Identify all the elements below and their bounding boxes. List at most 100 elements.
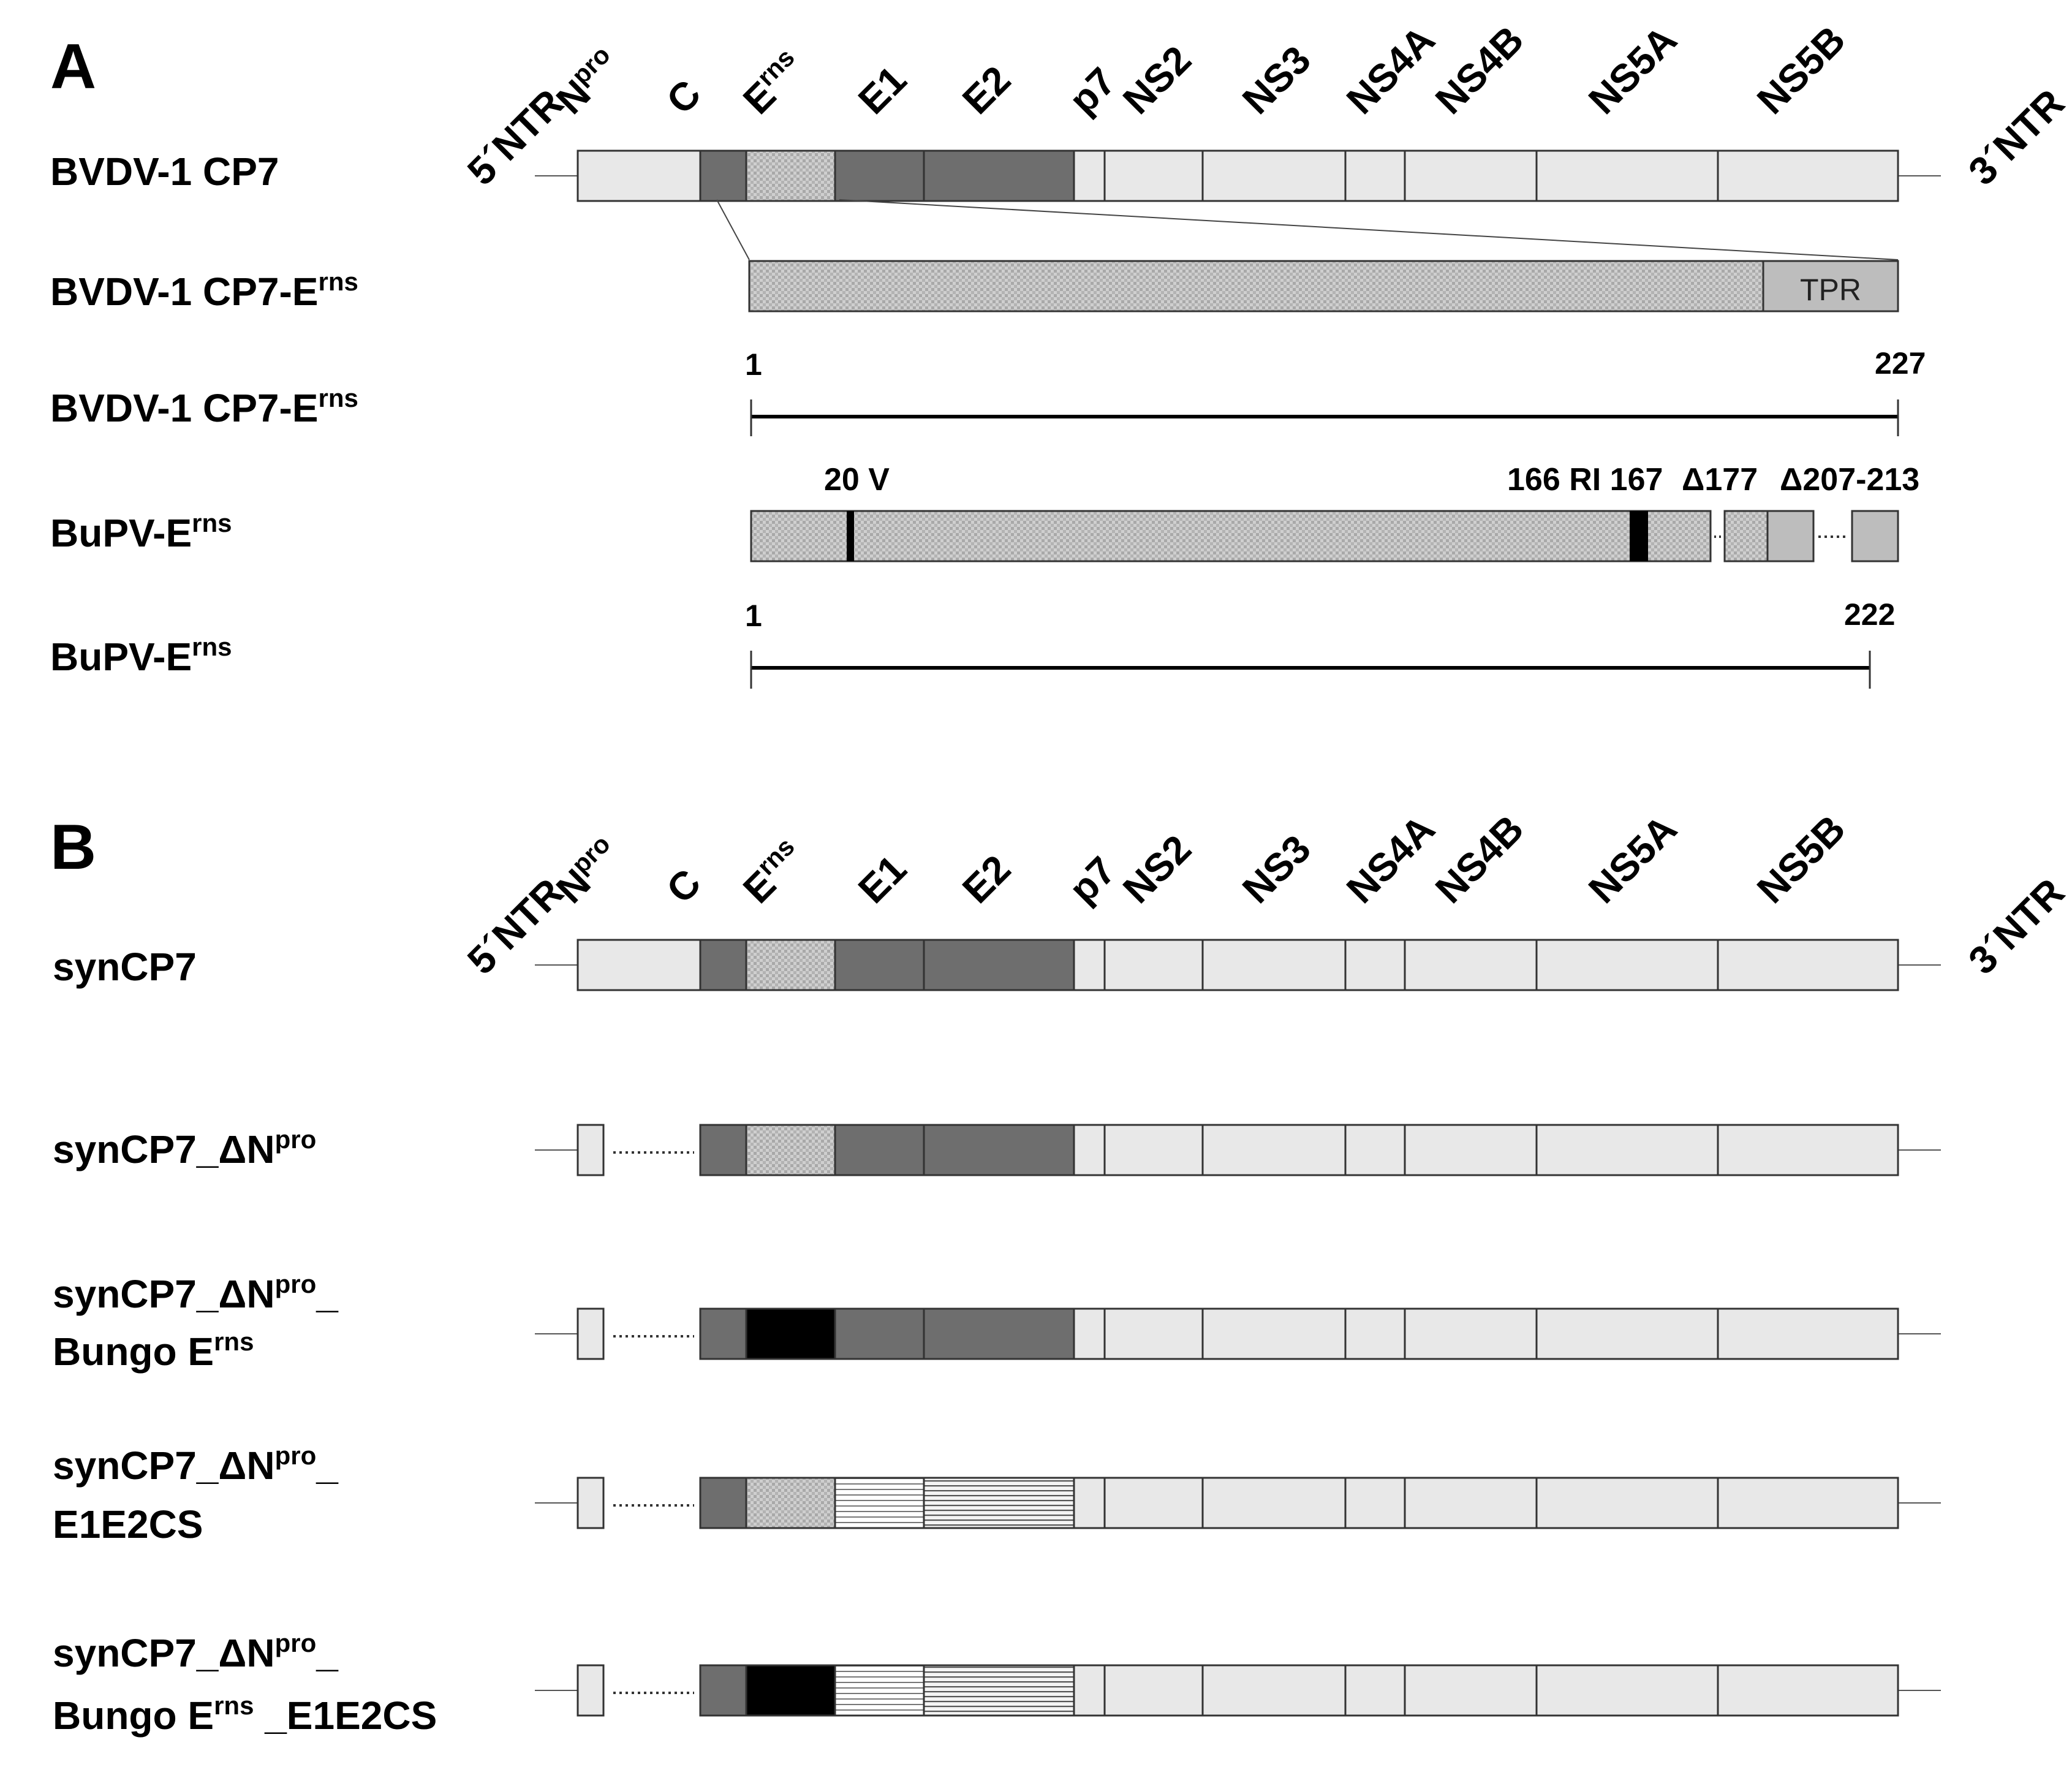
- ns4a-segment: [1344, 1477, 1406, 1529]
- npro-segment: [577, 939, 701, 991]
- gene-label-erns: Erns: [733, 43, 812, 123]
- ns5a-segment: [1535, 1477, 1719, 1529]
- ns4b-segment: [1404, 1307, 1538, 1360]
- gene-label-erns: Erns: [733, 832, 812, 912]
- row-label-cp7-erns-scale: BVDV-1 CP7-Erns: [50, 384, 358, 430]
- ns5a-segment: [1535, 939, 1719, 991]
- ns3-segment: [1201, 939, 1347, 991]
- construct-label-syncp7: synCP7: [53, 945, 197, 989]
- gene-label-e1: E1: [850, 847, 915, 912]
- ns2-segment: [1103, 149, 1204, 202]
- scale-start-cp7: 1: [745, 347, 762, 382]
- c-segment: [699, 939, 747, 991]
- p7-segment: [1073, 1664, 1106, 1717]
- ns5b-segment: [1717, 939, 1899, 991]
- e2-segment: [923, 1307, 1075, 1360]
- ns4a-segment: [1344, 1664, 1406, 1717]
- e1-segment: [834, 1664, 925, 1717]
- construct-label-e1e2cs-line2: E1E2CS: [53, 1502, 203, 1546]
- row-label-bupv-erns-detail: BuPV-Erns: [50, 509, 232, 555]
- construct-label-bungo-e1e2cs-line1: synCP7_ΔNpro_: [53, 1629, 339, 1675]
- annotation-166-ri-167: 166 RI 167: [1507, 462, 1663, 498]
- construct-label-bungo-line2: Bungo Erns: [53, 1327, 254, 1374]
- e1-segment: [834, 1307, 925, 1360]
- erns-segment: [745, 149, 836, 202]
- ns2-segment: [1103, 1124, 1204, 1176]
- ns5b-segment: [1717, 1124, 1899, 1176]
- ns5b-segment: [1717, 149, 1899, 202]
- ns4b-segment: [1404, 1124, 1538, 1176]
- ns4a-segment: [1344, 1307, 1406, 1360]
- bupv-mutation-20v: [847, 511, 854, 561]
- erns-detail-bar: TPR: [748, 260, 1899, 312]
- construct-label-e1e2cs-line1: synCP7_ΔNpro_: [53, 1441, 339, 1488]
- tpr-label: TPR: [1800, 273, 1861, 307]
- c-segment: [699, 149, 747, 202]
- bupv-segment-3: [1766, 510, 1815, 562]
- p7-segment: [1073, 1477, 1106, 1529]
- construct-bars: [535, 939, 1941, 1717]
- annotation-delta-177: Δ177: [1682, 462, 1758, 498]
- gene-label-e2: E2: [954, 847, 1019, 912]
- gene-label-e1: E1: [850, 58, 915, 123]
- e1-segment: [834, 1124, 925, 1176]
- ns5a-segment: [1535, 149, 1719, 202]
- bungo-erns-segment: [745, 1307, 850, 1360]
- ns4a-segment: [1344, 1124, 1406, 1176]
- bupv-erns-detail-bar: 20 V 166 RI 167 Δ177 Δ207-213: [750, 462, 1919, 562]
- gene-label-ns5a: NS5A: [1580, 806, 1685, 912]
- ns2-segment: [1103, 939, 1204, 991]
- construct-label-bungo-line1: synCP7_ΔNpro_: [53, 1269, 339, 1316]
- gene-label-ns3: NS3: [1234, 827, 1319, 912]
- ns3-segment: [1201, 1664, 1347, 1717]
- label-5-ntr: 5´NTR: [459, 870, 572, 983]
- panel-letter-b: B: [50, 812, 96, 883]
- tpr-segment: [1762, 260, 1899, 312]
- p7-segment: [1073, 149, 1106, 202]
- construct-label-syncp7-dnpro: synCP7_ΔNpro: [53, 1125, 316, 1171]
- ns4b-segment: [1404, 1664, 1538, 1717]
- genome-bvdv-cp7: [535, 149, 1941, 202]
- bupv-mutation-166-167: [1630, 511, 1648, 561]
- ns5b-segment: [1717, 1307, 1899, 1360]
- row-label-bvdv-cp7: BVDV-1 CP7: [50, 149, 279, 194]
- gene-label-ns5a: NS5A: [1580, 17, 1685, 123]
- c-segment: [699, 1124, 747, 1176]
- scale-end-cp7: 227: [1875, 346, 1926, 380]
- gene-label-e2: E2: [954, 58, 1019, 123]
- ns5a-segment: [1535, 1124, 1719, 1176]
- ns3-segment: [1201, 1124, 1347, 1176]
- ns4b-segment: [1404, 1477, 1538, 1529]
- e2-segment: [923, 939, 1075, 991]
- label-3-ntr: 3´NTR: [1960, 870, 2072, 983]
- ns5a-segment: [1535, 1307, 1719, 1360]
- ns5b-segment: [1717, 1477, 1899, 1529]
- ns3-segment: [1201, 1477, 1347, 1529]
- erns-segment: [745, 1477, 836, 1529]
- panel-letter-a: A: [50, 31, 96, 102]
- gene-label-c: C: [658, 71, 709, 123]
- e1-segment: [834, 939, 925, 991]
- gene-label-ns4b: NS4B: [1427, 17, 1532, 123]
- ns3-segment: [1201, 149, 1347, 202]
- ns2-segment: [1103, 1664, 1204, 1717]
- erns-segment: [745, 1124, 836, 1176]
- ns5b-segment: [1717, 1664, 1899, 1717]
- label-5-ntr: 5´NTR: [459, 81, 572, 194]
- construct-bar-syncp7-dnpro-bungo-erns-e1e2cs: [535, 1664, 1941, 1717]
- e2-segment: [923, 149, 1075, 202]
- gene-label-ns5b: NS5B: [1749, 806, 1854, 912]
- c-segment: [699, 1664, 747, 1717]
- scale-start-bupv: 1: [745, 599, 762, 633]
- gene-label-ns2: NS2: [1114, 37, 1200, 123]
- gene-label-ns2: NS2: [1114, 827, 1200, 912]
- e2-segment: [923, 1124, 1075, 1176]
- npro-residual-segment: [577, 1124, 605, 1176]
- e1-segment: [834, 1477, 925, 1529]
- ns5a-segment: [1535, 1664, 1719, 1717]
- ns2-segment: [1103, 1307, 1204, 1360]
- ns4a-segment: [1344, 149, 1406, 202]
- scale-end-bupv: 222: [1844, 597, 1895, 632]
- construct-bar-syncp7: [535, 939, 1941, 991]
- bungo-erns-segment: [745, 1664, 850, 1717]
